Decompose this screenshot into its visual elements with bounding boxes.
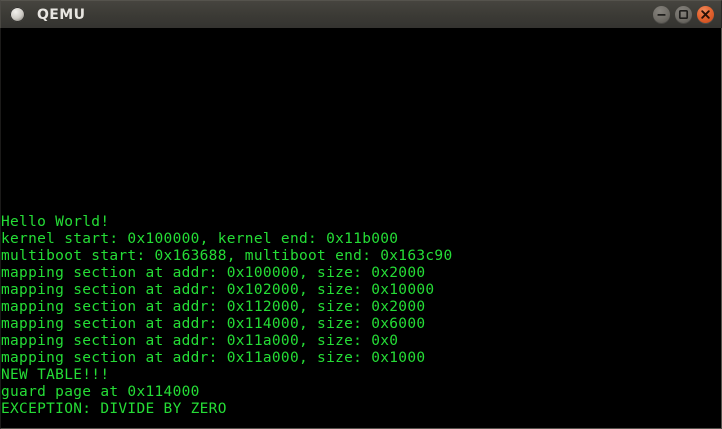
window-controls [653,6,714,23]
minimize-icon [657,14,666,16]
terminal-line: Hello World! [1,214,110,230]
terminal-line: EXCEPTION: DIVIDE BY ZERO [1,401,227,417]
terminal-line: multiboot start: 0x163688, multiboot end… [1,248,453,264]
terminal-line: mapping section at addr: 0x102000, size:… [1,282,435,298]
close-button[interactable] [697,6,714,23]
terminal-line: guard page at 0x114000 [1,384,200,400]
terminal-console-output: Hello World! kernel start: 0x100000, ker… [1,214,721,418]
window-titlebar[interactable]: QEMU [0,0,722,28]
window-title: QEMU [37,6,86,23]
terminal-line: mapping section at addr: 0x112000, size:… [1,299,426,315]
qemu-terminal-display[interactable]: Hello World! kernel start: 0x100000, ker… [0,28,722,429]
terminal-line: mapping section at addr: 0x11a000, size:… [1,350,426,366]
close-icon [701,10,710,19]
maximize-icon [678,9,689,20]
maximize-button[interactable] [675,6,692,23]
terminal-line: kernel start: 0x100000, kernel end: 0x11… [1,231,399,247]
minimize-button[interactable] [653,6,670,23]
terminal-line: NEW TABLE!!! [1,367,110,383]
terminal-line: mapping section at addr: 0x114000, size:… [1,316,426,332]
terminal-line: mapping section at addr: 0x11a000, size:… [1,333,399,349]
terminal-line: mapping section at addr: 0x100000, size:… [1,265,426,281]
qemu-app-icon [10,7,25,22]
